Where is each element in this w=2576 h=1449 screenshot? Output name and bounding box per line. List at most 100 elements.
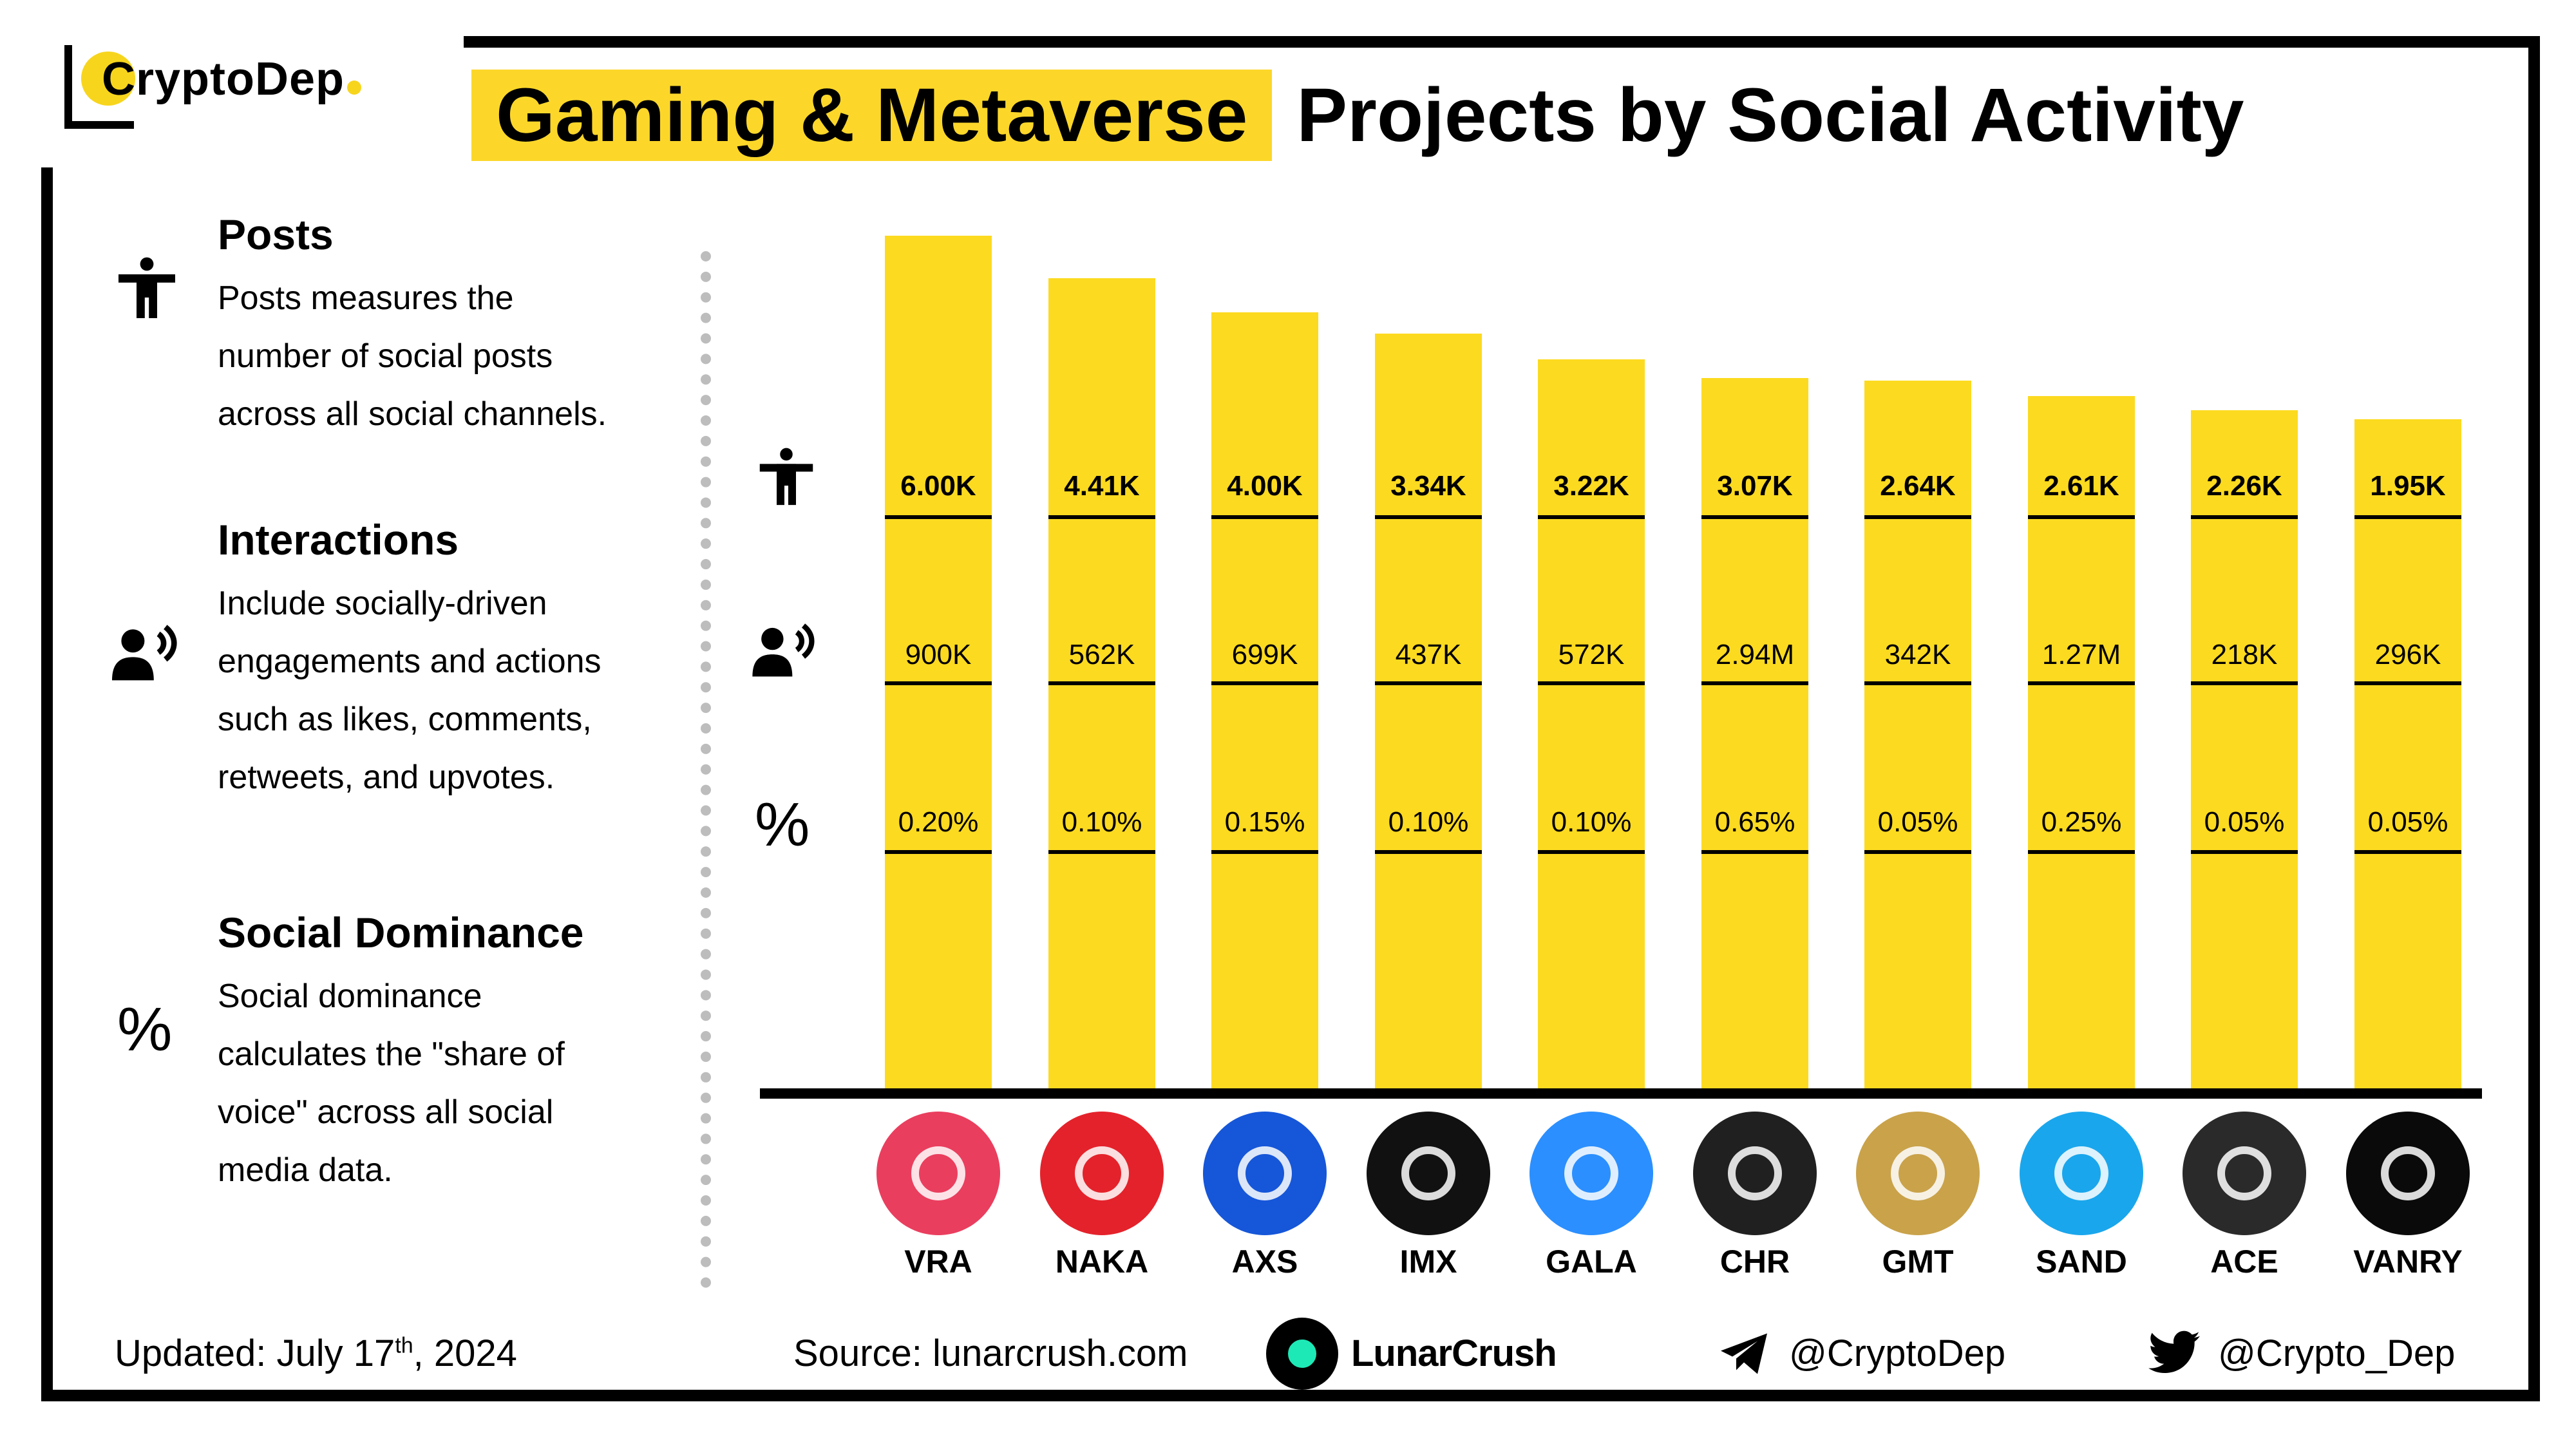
label-underline xyxy=(2028,515,2135,519)
lunarcrush-name: LunarCrush xyxy=(1351,1332,1557,1374)
label-underline xyxy=(1701,850,1808,854)
legend-heading-social-dominance: Social Dominance xyxy=(218,909,584,956)
data-label-posts: 2.61K xyxy=(2043,470,2119,502)
legend-desc-social-dominance: Social dominance calculates the "share o… xyxy=(218,967,681,1199)
brand-logo: CryptoDep xyxy=(64,43,425,129)
logo-mark xyxy=(1564,1146,1618,1200)
imx-logo-icon xyxy=(1367,1112,1490,1235)
legend-posts: Posts Posts measures the number of socia… xyxy=(218,210,681,443)
legend-line: calculates the "share of xyxy=(218,1036,565,1073)
data-label-posts: 3.22K xyxy=(1553,470,1629,502)
vanry-logo-icon xyxy=(2346,1112,2470,1235)
data-label-posts: 1.95K xyxy=(2370,470,2446,502)
legend-line: voice" across all social xyxy=(218,1094,554,1131)
tick-label: NAKA xyxy=(1055,1244,1149,1280)
logo-mark xyxy=(1728,1146,1782,1200)
data-label-posts: 6.00K xyxy=(900,470,976,502)
legend-line: number of social posts xyxy=(218,337,553,375)
data-label-interactions: 437K xyxy=(1395,639,1462,670)
source-link[interactable]: lunarcrush.com xyxy=(933,1332,1188,1374)
legend-line: retweets, and upvotes. xyxy=(218,759,555,796)
data-label-social-dominance: 0.05% xyxy=(2367,806,2448,838)
legend-heading-posts: Posts xyxy=(218,211,334,258)
legend-social-dominance: Social Dominance Social dominance calcul… xyxy=(218,908,681,1199)
legend-desc-posts: Posts measures the number of social post… xyxy=(218,269,681,443)
chr-logo-icon xyxy=(1693,1112,1817,1235)
bar-gmt xyxy=(1864,381,1971,1088)
data-label-social-dominance: 0.05% xyxy=(1877,806,1958,838)
title-highlight: Gaming & Metaverse xyxy=(471,70,1273,161)
bar-ace xyxy=(2191,410,2298,1088)
data-label-social-dominance: 0.05% xyxy=(2204,806,2285,838)
sand-logo-icon xyxy=(2020,1112,2143,1235)
updated-suffix: th xyxy=(395,1333,413,1358)
data-label-interactions: 218K xyxy=(2211,639,2278,670)
logo-mark xyxy=(1238,1146,1292,1200)
label-underline xyxy=(885,850,992,854)
logo-mark xyxy=(1401,1146,1455,1200)
posts-row-icon xyxy=(759,448,813,506)
person-icon xyxy=(118,257,175,318)
label-underline xyxy=(1375,681,1482,685)
tick-label: GALA xyxy=(1546,1244,1637,1280)
data-label-social-dominance: 0.20% xyxy=(898,806,979,838)
data-label-social-dominance: 0.25% xyxy=(2041,806,2122,838)
bar-gala xyxy=(1538,359,1645,1088)
dotted-divider xyxy=(701,251,711,1288)
label-underline xyxy=(1538,681,1645,685)
legend-line: media data. xyxy=(218,1151,393,1189)
data-label-interactions: 1.27M xyxy=(2041,639,2121,670)
bar-chr xyxy=(1701,378,1808,1088)
updated-date: July 17 xyxy=(276,1332,395,1374)
legend-line: Include socially-driven xyxy=(218,585,547,622)
data-label-interactions: 572K xyxy=(1558,639,1625,670)
label-underline xyxy=(1864,681,1971,685)
legend-desc-interactions: Include socially-driven engagements and … xyxy=(218,574,681,806)
data-label-interactions: 342K xyxy=(1884,639,1951,670)
data-label-posts: 3.34K xyxy=(1390,470,1466,502)
legend-heading-interactions: Interactions xyxy=(218,516,459,564)
tick-label: GMT xyxy=(1882,1244,1954,1280)
source-text: Source: lunarcrush.com xyxy=(793,1332,1188,1375)
label-underline xyxy=(1538,515,1645,519)
updated-label: Updated: xyxy=(115,1332,267,1374)
legend-line: Social dominance xyxy=(218,978,482,1015)
legend-interactions: Interactions Include socially-driven eng… xyxy=(218,515,681,806)
data-label-posts: 4.41K xyxy=(1064,470,1140,502)
percent-icon: % xyxy=(117,995,173,1064)
data-label-social-dominance: 0.10% xyxy=(1061,806,1142,838)
label-underline xyxy=(1864,515,1971,519)
brand-dot-icon xyxy=(347,80,362,95)
data-label-posts: 3.07K xyxy=(1717,470,1793,502)
bar-vra xyxy=(885,236,992,1088)
data-label-interactions: 2.94M xyxy=(1715,639,1795,670)
bar-imx xyxy=(1375,334,1482,1088)
label-underline xyxy=(2191,681,2298,685)
data-label-social-dominance: 0.65% xyxy=(1714,806,1795,838)
chart-baseline xyxy=(760,1088,2482,1099)
title-rest: Projects by Social Activity xyxy=(1296,73,2244,158)
logo-mark xyxy=(911,1146,965,1200)
data-label-posts: 2.26K xyxy=(2206,470,2282,502)
legend-line: such as likes, comments, xyxy=(218,701,592,738)
tick-label: IMX xyxy=(1399,1244,1457,1280)
legend-line: Posts measures the xyxy=(218,279,514,317)
label-underline xyxy=(2191,515,2298,519)
brand-bracket xyxy=(64,45,134,129)
tick-label: VANRY xyxy=(2353,1244,2463,1280)
source-label: Source: xyxy=(793,1332,922,1374)
label-underline xyxy=(1048,515,1155,519)
telegram-handle[interactable]: @CryptoDep xyxy=(1789,1332,2006,1374)
brand-sun-icon xyxy=(81,52,135,106)
tick-label: VRA xyxy=(904,1244,972,1280)
twitter-handle[interactable]: @Crypto_Dep xyxy=(2218,1332,2456,1374)
data-label-interactions: 900K xyxy=(905,639,972,670)
gmt-logo-icon xyxy=(1856,1112,1980,1235)
data-label-posts: 2.64K xyxy=(1880,470,1956,502)
logo-mark xyxy=(2217,1146,2271,1200)
label-underline xyxy=(2354,850,2461,854)
label-underline xyxy=(1375,515,1482,519)
ace-logo-icon xyxy=(2183,1112,2306,1235)
telegram-icon xyxy=(1721,1333,1767,1374)
naka-logo-icon xyxy=(1040,1112,1164,1235)
